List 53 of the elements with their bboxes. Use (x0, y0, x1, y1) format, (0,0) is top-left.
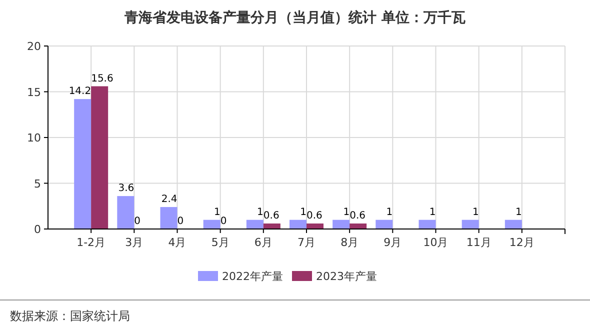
x-tick-label: 9月 (384, 236, 402, 249)
data-label: 0 (220, 216, 227, 227)
x-tick-label: 1-2月 (76, 236, 106, 249)
x-tick-label: 6月 (254, 236, 272, 249)
data-label: 2.4 (161, 194, 178, 206)
legend-label: 2023年产量 (316, 270, 377, 283)
source-note: 数据来源：国家统计局 (10, 309, 130, 323)
y-tick-label: 5 (34, 177, 41, 190)
data-label: 3.6 (118, 183, 134, 194)
bar (462, 220, 479, 229)
bar (418, 220, 436, 229)
data-label: 15.6 (91, 73, 114, 84)
legend-label: 2022年产量 (222, 270, 283, 283)
x-tick-label: 3月 (125, 236, 144, 249)
y-tick-label: 20 (27, 40, 41, 53)
data-label: 1 (472, 206, 479, 218)
bar (203, 220, 220, 229)
data-label: 0 (177, 216, 184, 227)
x-tick-label: 4月 (168, 236, 186, 249)
x-tick-label: 7月 (298, 236, 316, 249)
bar (91, 86, 108, 229)
data-label: 14.2 (68, 86, 92, 98)
data-label: 0.6 (263, 210, 280, 222)
x-tick-label: 5月 (211, 236, 230, 249)
x-tick-label: 11月 (466, 236, 492, 249)
bar (246, 220, 264, 229)
data-label: 1 (257, 206, 264, 218)
y-tick-label: 10 (27, 132, 41, 144)
x-tick-label: 10月 (423, 236, 448, 249)
data-label: 1 (516, 206, 522, 218)
y-tick-label: 0 (34, 223, 41, 236)
x-tick-label: 12月 (509, 236, 534, 249)
bar (74, 99, 92, 229)
bar (160, 207, 178, 229)
x-tick-label: 8月 (340, 236, 359, 249)
bar (376, 220, 393, 229)
bar (290, 220, 306, 229)
data-label: 1 (386, 206, 393, 218)
data-label: 1 (429, 206, 436, 218)
y-tick-label: 15 (27, 86, 41, 99)
data-label: 0.6 (306, 210, 322, 222)
bar (263, 224, 280, 229)
bar (117, 196, 134, 229)
data-label: 0 (134, 216, 141, 227)
bar (306, 224, 324, 229)
bar (332, 220, 350, 229)
data-label: 1 (300, 206, 306, 218)
bar (350, 224, 367, 229)
data-label: 0.6 (350, 210, 366, 222)
data-label: 1 (214, 206, 220, 218)
chart-title: 青海省发电设备产量分月（当月值）统计 单位：万千瓦 (124, 9, 466, 26)
data-label: 1 (343, 206, 350, 218)
bar (504, 220, 522, 229)
